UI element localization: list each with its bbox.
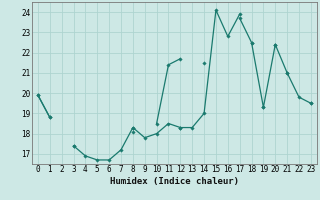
X-axis label: Humidex (Indice chaleur): Humidex (Indice chaleur) bbox=[110, 177, 239, 186]
